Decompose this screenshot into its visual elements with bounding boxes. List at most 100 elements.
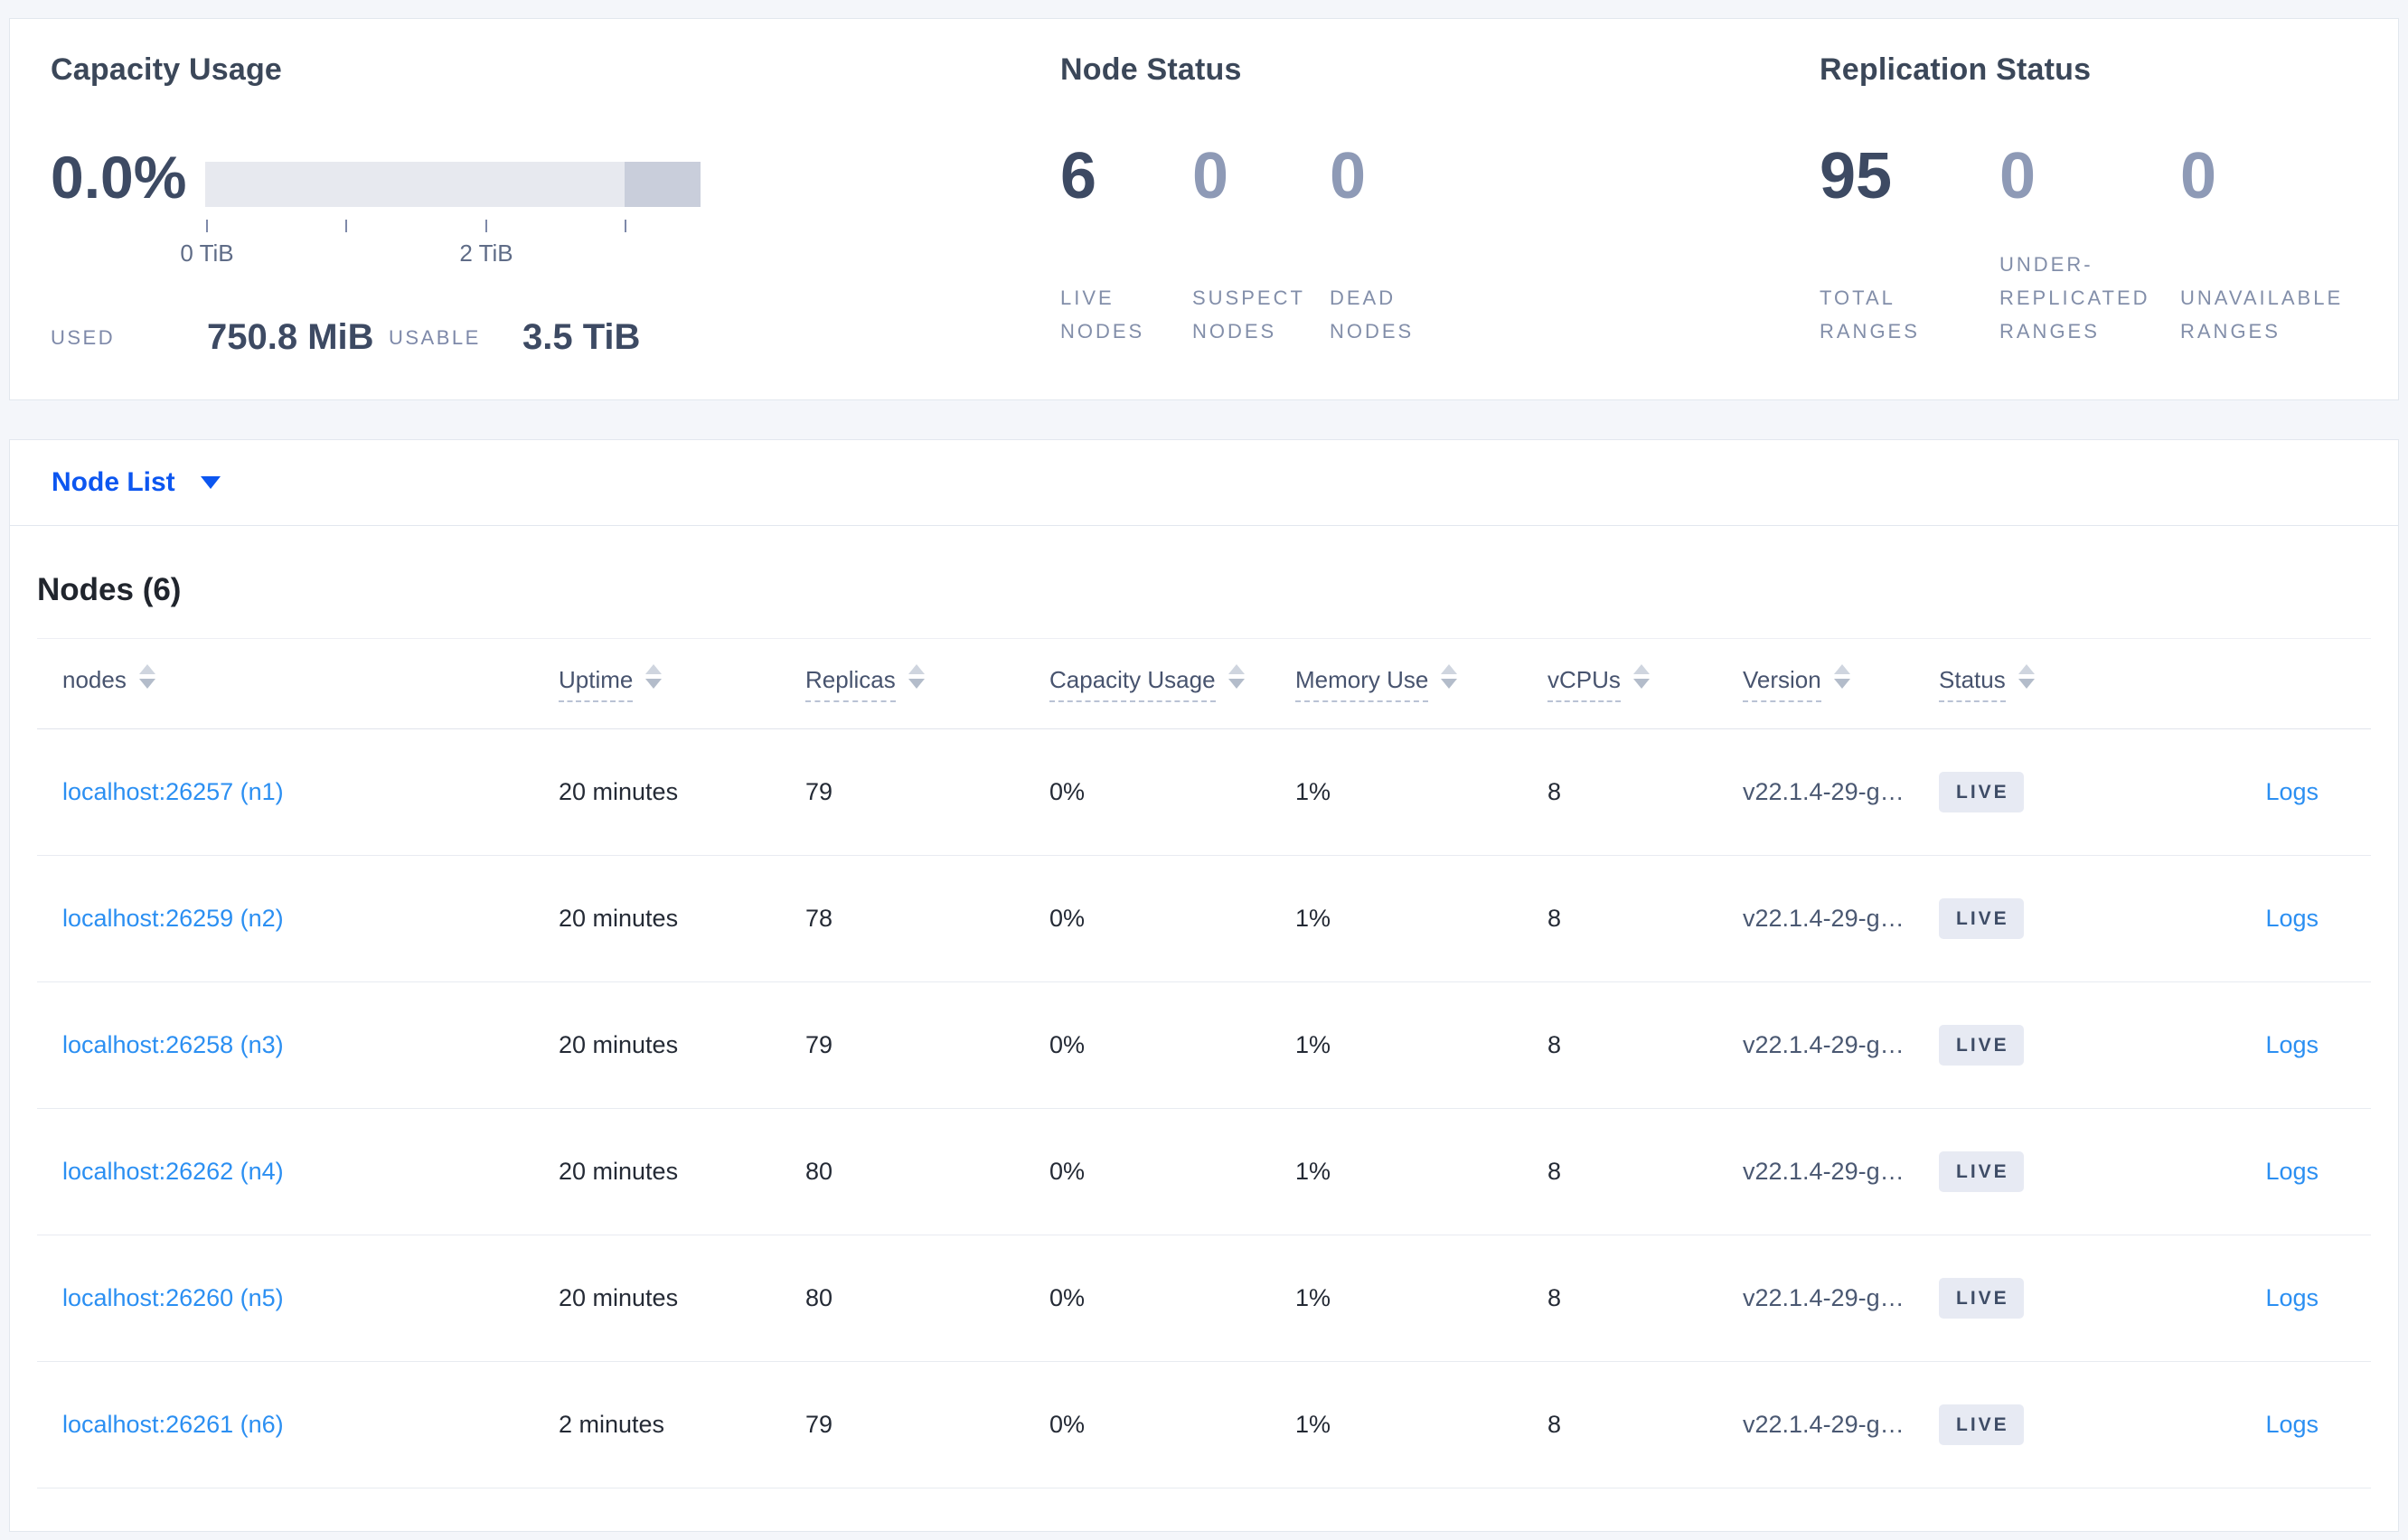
capacity-usage-bar-chart: 0 TiB 2 TiB: [180, 162, 701, 267]
table-header-row: nodes Uptime Replicas Capacity Usage Mem…: [37, 638, 2371, 729]
axis-tick-label: 2 TiB: [459, 239, 513, 267]
node-link[interactable]: localhost:26260 (n5): [62, 1284, 284, 1311]
table-row: localhost:26261 (n6) 2 minutes 79 0% 1% …: [37, 1362, 2371, 1488]
uptime-cell: 2 minutes: [559, 1411, 665, 1438]
logs-link[interactable]: Logs: [2265, 778, 2319, 805]
node-list-dropdown[interactable]: Node List: [52, 467, 175, 497]
logs-link[interactable]: Logs: [2265, 905, 2319, 932]
node-link[interactable]: localhost:26258 (n3): [62, 1031, 284, 1058]
logs-link[interactable]: Logs: [2265, 1158, 2319, 1185]
dead-nodes-metric: 0 DEAD NODES: [1330, 142, 1483, 348]
table-row: localhost:26260 (n5) 20 minutes 80 0% 1%…: [37, 1235, 2371, 1362]
live-status-badge: LIVE: [1939, 1025, 2024, 1066]
logs-link[interactable]: Logs: [2265, 1411, 2319, 1438]
node-link[interactable]: localhost:26257 (n1): [62, 778, 284, 805]
axis-tick: [345, 220, 347, 232]
sort-icon: [1441, 664, 1458, 690]
vcpus-cell: 8: [1547, 1411, 1562, 1438]
capacity-usable-value: 3.5 TiB: [522, 317, 641, 357]
axis-tick: [625, 220, 626, 232]
table-row: localhost:26257 (n1) 20 minutes 79 0% 1%…: [37, 729, 2371, 856]
unavailable-ranges-metric: 0 UNAVAILABLE RANGES: [2180, 142, 2402, 348]
table-row: localhost:26258 (n3) 20 minutes 79 0% 1%…: [37, 982, 2371, 1109]
nodes-panel: Nodes (6) nodes Uptime Replicas Capacity…: [9, 526, 2399, 1532]
vcpus-cell: 8: [1547, 778, 1562, 805]
capacity-cell: 0%: [1049, 1031, 1086, 1058]
memory-cell: 1%: [1295, 778, 1331, 805]
version-cell: v22.1.4-29-g…: [1743, 905, 1905, 932]
replicas-cell: 78: [805, 905, 833, 932]
node-link[interactable]: localhost:26262 (n4): [62, 1158, 284, 1185]
metric-label: UNAVAILABLE RANGES: [2180, 286, 2344, 343]
table-row: localhost:26262 (n4) 20 minutes 80 0% 1%…: [37, 1109, 2371, 1235]
sort-icon: [2018, 664, 2035, 690]
suspect-nodes-metric: 0 SUSPECT NODES: [1192, 142, 1330, 348]
node-status-section: Node Status 6 LIVE NODES 0 SUSPECT NODES…: [1060, 52, 1566, 348]
sort-icon: [1228, 664, 1245, 690]
replication-status-title: Replication Status: [1820, 52, 2092, 87]
chevron-down-icon[interactable]: [200, 476, 221, 489]
column-header-vcpus[interactable]: vCPUs: [1547, 639, 1743, 729]
uptime-cell: 20 minutes: [559, 1031, 679, 1058]
live-status-badge: LIVE: [1939, 898, 2024, 939]
metric-label: DEAD NODES: [1330, 286, 1415, 343]
column-header-memory-use[interactable]: Memory Use: [1295, 639, 1547, 729]
sort-icon: [908, 664, 925, 690]
uptime-cell: 20 minutes: [559, 778, 679, 805]
axis-tick-label: 0 TiB: [180, 239, 234, 267]
capacity-usage-section: Capacity Usage 0.0% 0 TiB 2 TiB USED 750…: [51, 52, 756, 358]
replication-status-section: Replication Status 95 TOTAL RANGES 0 UND…: [1820, 52, 2408, 348]
replicas-cell: 80: [805, 1158, 833, 1185]
replicas-cell: 80: [805, 1284, 833, 1311]
version-cell: v22.1.4-29-g…: [1743, 1031, 1905, 1058]
capacity-used-label: USED: [51, 325, 116, 349]
node-link[interactable]: localhost:26261 (n6): [62, 1411, 284, 1438]
logs-link[interactable]: Logs: [2265, 1031, 2319, 1058]
memory-cell: 1%: [1295, 1284, 1331, 1311]
vcpus-cell: 8: [1547, 905, 1562, 932]
replicas-cell: 79: [805, 778, 833, 805]
memory-cell: 1%: [1295, 1031, 1331, 1058]
capacity-cell: 0%: [1049, 1158, 1086, 1185]
logs-link[interactable]: Logs: [2265, 1284, 2319, 1311]
sort-icon: [645, 664, 663, 690]
capacity-bar-dark-segment: [625, 162, 701, 207]
table-row: localhost:26259 (n2) 20 minutes 78 0% 1%…: [37, 856, 2371, 982]
metric-value: 0: [1330, 140, 1367, 212]
cluster-summary-panel: Capacity Usage 0.0% 0 TiB 2 TiB USED 750…: [9, 18, 2399, 400]
column-header-replicas[interactable]: Replicas: [805, 639, 1049, 729]
metric-label: TOTAL RANGES: [1820, 286, 1920, 343]
live-status-badge: LIVE: [1939, 772, 2024, 812]
uptime-cell: 20 minutes: [559, 1158, 679, 1185]
column-header-uptime[interactable]: Uptime: [559, 639, 805, 729]
axis-tick: [485, 220, 487, 232]
sort-icon: [1632, 664, 1650, 690]
column-header-capacity-usage[interactable]: Capacity Usage: [1049, 639, 1295, 729]
metric-value: 0: [1192, 140, 1229, 212]
version-cell: v22.1.4-29-g…: [1743, 778, 1905, 805]
metric-label: UNDER-REPLICATED RANGES: [1999, 253, 2150, 343]
uptime-cell: 20 minutes: [559, 905, 679, 932]
column-header-version[interactable]: Version: [1743, 639, 1939, 729]
column-header-logs: [2125, 639, 2371, 729]
capacity-cell: 0%: [1049, 905, 1086, 932]
live-status-badge: LIVE: [1939, 1278, 2024, 1319]
metric-value: 0: [2180, 140, 2217, 212]
uptime-cell: 20 minutes: [559, 1284, 679, 1311]
node-list-bar: Node List: [9, 439, 2399, 526]
node-link[interactable]: localhost:26259 (n2): [62, 905, 284, 932]
node-status-title: Node Status: [1060, 52, 1242, 87]
vcpus-cell: 8: [1547, 1284, 1562, 1311]
live-nodes-metric: 6 LIVE NODES: [1060, 142, 1192, 348]
sort-icon: [138, 664, 155, 690]
axis-tick: [206, 220, 208, 232]
under-replicated-ranges-metric: 0 UNDER-REPLICATED RANGES: [1999, 142, 2180, 348]
column-header-nodes[interactable]: nodes: [37, 639, 559, 729]
sort-icon: [1833, 664, 1850, 690]
capacity-cell: 0%: [1049, 778, 1086, 805]
capacity-percent-value: 0.0%: [51, 144, 187, 211]
capacity-used-value: 750.8 MiB: [207, 317, 374, 357]
metric-value: 0: [1999, 140, 2036, 212]
replicas-cell: 79: [805, 1031, 833, 1058]
column-header-status[interactable]: Status: [1939, 639, 2125, 729]
